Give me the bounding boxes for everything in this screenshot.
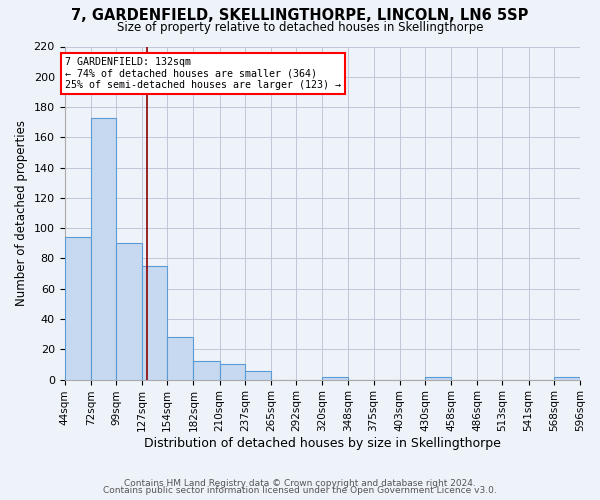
- Text: 7 GARDENFIELD: 132sqm
← 74% of detached houses are smaller (364)
25% of semi-det: 7 GARDENFIELD: 132sqm ← 74% of detached …: [65, 57, 341, 90]
- Bar: [65, 238, 91, 380]
- Bar: [193, 362, 220, 380]
- Bar: [425, 376, 451, 380]
- Bar: [91, 118, 116, 380]
- Bar: [220, 364, 245, 380]
- Bar: [245, 370, 271, 380]
- Text: Size of property relative to detached houses in Skellingthorpe: Size of property relative to detached ho…: [117, 21, 483, 34]
- Y-axis label: Number of detached properties: Number of detached properties: [15, 120, 28, 306]
- Text: 7, GARDENFIELD, SKELLINGTHORPE, LINCOLN, LN6 5SP: 7, GARDENFIELD, SKELLINGTHORPE, LINCOLN,…: [71, 8, 529, 22]
- Bar: [322, 376, 349, 380]
- Text: Contains HM Land Registry data © Crown copyright and database right 2024.: Contains HM Land Registry data © Crown c…: [124, 478, 476, 488]
- Bar: [167, 337, 193, 380]
- Text: Contains public sector information licensed under the Open Government Licence v3: Contains public sector information licen…: [103, 486, 497, 495]
- Bar: [554, 376, 580, 380]
- X-axis label: Distribution of detached houses by size in Skellingthorpe: Distribution of detached houses by size …: [144, 437, 501, 450]
- Bar: [116, 244, 142, 380]
- Bar: [142, 266, 167, 380]
